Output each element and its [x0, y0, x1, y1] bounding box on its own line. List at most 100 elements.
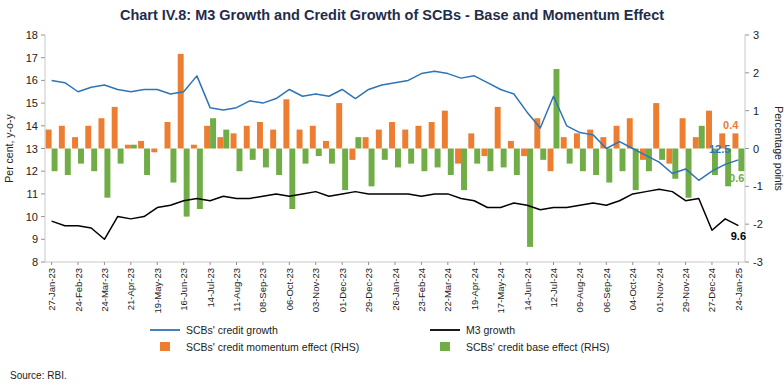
x-tick [183, 262, 184, 265]
legend-label: SCBs' credit base effect (RHS) [466, 341, 610, 353]
bar [482, 149, 488, 157]
y-tick-label: 12 [26, 165, 38, 177]
bar [666, 149, 672, 164]
bar [310, 126, 316, 149]
y2-tick-label: -3 [753, 256, 763, 268]
bar [204, 126, 210, 149]
bar [303, 149, 309, 164]
x-tick [157, 262, 158, 265]
bar [250, 149, 256, 160]
bar [144, 149, 150, 175]
bar [421, 149, 427, 172]
x-tick [500, 262, 501, 265]
y2-tick-label: 0 [753, 143, 759, 155]
x-tick-label: 01-Dec-23 [337, 268, 348, 312]
bar [461, 149, 467, 191]
x-tick-label: 27-Jan-23 [46, 268, 57, 311]
x-tick [738, 262, 739, 265]
y-tick-label: 17 [26, 52, 38, 64]
line [52, 71, 739, 180]
x-tick-label: 19-May-23 [152, 268, 163, 313]
y2-tick [745, 186, 749, 187]
bar [342, 149, 348, 191]
bar [415, 126, 421, 149]
bar [165, 122, 171, 148]
x-tick [78, 262, 79, 265]
bar [112, 107, 118, 149]
x-tick-label: 26-Jan-24 [390, 268, 401, 311]
y-tick-label: 13 [26, 143, 38, 155]
bar [184, 149, 190, 217]
data-label: 0.4 [723, 119, 739, 131]
x-tick [553, 262, 554, 265]
legend-symbol [430, 329, 460, 331]
bar [151, 149, 157, 153]
x-tick [130, 262, 131, 265]
y-tick [41, 216, 45, 217]
x-tick-label: 29-Dec-23 [363, 268, 374, 312]
x-tick-label: 09-Aug-24 [574, 268, 585, 312]
y2-tick-label: -1 [753, 180, 763, 192]
x-tick-label: 24-Feb-23 [73, 268, 84, 312]
y-tick-label: 16 [26, 74, 38, 86]
bar [606, 149, 612, 183]
x-tick [315, 262, 316, 265]
x-tick-label: 14-Jun-24 [522, 268, 533, 311]
y-tick [41, 80, 45, 81]
x-tick [474, 262, 475, 265]
bar [316, 149, 322, 157]
bar [402, 130, 408, 149]
x-tick [395, 262, 396, 265]
x-tick [527, 262, 528, 265]
x-tick [632, 262, 633, 265]
plot-area [46, 54, 745, 247]
y-axis-line [45, 35, 46, 262]
bar [561, 137, 567, 148]
x-tick-label: 29-Nov-24 [680, 268, 691, 312]
y-tick-label: 10 [26, 211, 38, 223]
y-tick [41, 57, 45, 58]
y2-tick-label: 3 [753, 29, 759, 41]
bar [620, 149, 626, 172]
y2-tick [745, 148, 749, 149]
bar [349, 149, 355, 160]
bar [72, 137, 78, 148]
bar [217, 137, 223, 148]
y-tick [41, 193, 45, 194]
bar [580, 149, 586, 172]
y-tick [41, 103, 45, 104]
bar [567, 149, 573, 164]
bar [85, 126, 91, 149]
bar [336, 103, 342, 148]
y2-tick-label: 2 [753, 67, 759, 79]
x-tick [711, 262, 712, 265]
bar [693, 137, 699, 148]
bar [448, 149, 454, 175]
bar [633, 149, 639, 191]
bar [659, 149, 665, 160]
y2-tick [745, 110, 749, 111]
bar [738, 149, 744, 172]
bar [587, 130, 593, 149]
x-tick [210, 262, 211, 265]
y-tick [41, 125, 45, 126]
x-tick [289, 262, 290, 265]
bar [270, 130, 276, 149]
x-tick-label: 01-Nov-24 [654, 268, 665, 312]
x-tick-label: 23-Feb-24 [416, 268, 427, 312]
bar [408, 149, 414, 164]
bar [52, 149, 58, 172]
x-tick-label: 11-Aug-23 [231, 268, 242, 312]
y-tick-label: 8 [32, 256, 38, 268]
legend-symbol [440, 342, 450, 351]
legend-label: SCBs' credit growth [186, 324, 278, 336]
bar [98, 118, 104, 148]
x-tick-label: 04-Oct-24 [627, 268, 638, 310]
y-tick [41, 148, 45, 149]
bar [59, 126, 65, 149]
data-label: 12.5 [709, 143, 730, 155]
bar [223, 130, 229, 149]
bar [289, 149, 295, 210]
bar [91, 149, 97, 172]
x-tick-label: 19-Apr-24 [469, 268, 480, 310]
